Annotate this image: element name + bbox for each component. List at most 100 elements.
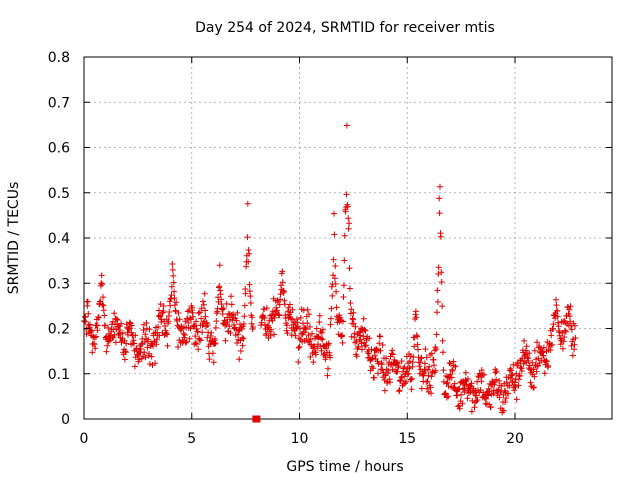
data-point (572, 335, 579, 341)
data-point (462, 369, 469, 376)
data-point (468, 380, 475, 387)
x-tick-label: 15 (398, 431, 416, 447)
data-gap-marker (252, 415, 261, 423)
data-point (501, 387, 508, 394)
data-point (521, 353, 528, 359)
data-point (331, 275, 338, 282)
data-point (95, 314, 102, 321)
data-point (193, 341, 200, 347)
data-point (276, 301, 283, 308)
data-point (438, 269, 445, 276)
data-point (440, 367, 447, 374)
data-point (271, 331, 278, 338)
data-point (330, 256, 337, 263)
y-tick-label: 0.7 (48, 95, 70, 111)
data-point (348, 306, 355, 313)
data-point (428, 390, 434, 397)
data-point (527, 379, 534, 386)
data-point (307, 336, 314, 343)
data-point (446, 360, 453, 366)
data-point (171, 295, 178, 302)
data-point (209, 350, 216, 357)
data-point (448, 374, 455, 381)
data-point (318, 335, 325, 342)
data-point (345, 225, 352, 232)
data-point (353, 338, 360, 345)
data-point (199, 329, 206, 336)
data-point (404, 371, 411, 378)
data-point (83, 331, 90, 337)
data-point (102, 322, 109, 329)
data-point (493, 376, 500, 383)
data-point (339, 339, 346, 346)
data-point (234, 331, 241, 338)
data-point (325, 340, 332, 347)
data-point (416, 363, 423, 370)
data-point (238, 326, 245, 332)
data-point (562, 327, 568, 334)
data-point (395, 363, 402, 369)
data-point (196, 336, 203, 343)
data-point (358, 340, 365, 347)
data-point (121, 356, 128, 363)
data-point (247, 300, 254, 306)
data-point (540, 344, 547, 351)
data-point (571, 322, 578, 329)
data-point (436, 210, 443, 217)
data-point (376, 340, 383, 347)
data-point (368, 363, 375, 370)
data-point (319, 336, 326, 343)
data-point (385, 367, 392, 374)
data-point (304, 320, 311, 327)
data-point (439, 303, 446, 310)
y-tick-label: 0.4 (48, 231, 70, 247)
y-tick-label: 0.8 (48, 50, 70, 66)
data-point (409, 359, 416, 366)
data-point (487, 403, 494, 410)
data-point (352, 339, 359, 346)
data-point (341, 257, 348, 264)
data-point (295, 344, 302, 351)
data-point (200, 301, 207, 308)
data-point (200, 298, 206, 305)
axis-ticks (83, 56, 612, 420)
data-point (143, 320, 150, 326)
chart-title: Day 254 of 2024, SRMTID for receiver mti… (195, 20, 495, 36)
data-point (424, 385, 431, 392)
data-point (223, 300, 230, 307)
data-point (530, 384, 537, 391)
data-point (168, 292, 175, 299)
data-point (340, 282, 347, 289)
data-point (277, 296, 284, 303)
data-point (296, 325, 303, 332)
data-points (81, 122, 579, 416)
data-point (362, 343, 368, 349)
data-point (306, 323, 313, 330)
data-point (329, 292, 336, 299)
data-point (98, 272, 105, 279)
data-point (250, 324, 256, 330)
x-tick-label: 0 (80, 431, 89, 447)
data-point (389, 347, 396, 354)
data-point (192, 333, 199, 340)
data-point (223, 321, 230, 328)
data-point (246, 250, 253, 257)
x-tick-label: 10 (291, 431, 309, 447)
data-point (198, 315, 205, 322)
data-point (428, 350, 435, 357)
data-point (260, 313, 267, 320)
data-point (421, 360, 428, 367)
data-point (204, 322, 211, 329)
data-point (195, 346, 202, 353)
data-point (473, 398, 480, 405)
data-point (439, 337, 446, 344)
data-point (408, 386, 415, 393)
data-point (240, 335, 247, 342)
data-point (452, 363, 459, 370)
data-point (197, 337, 204, 344)
data-point (562, 328, 569, 335)
data-point (550, 321, 557, 328)
data-point (193, 318, 200, 325)
data-point (518, 368, 525, 374)
